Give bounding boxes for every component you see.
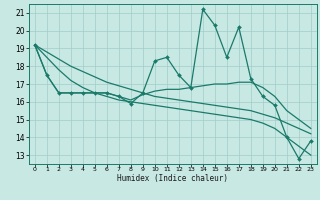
X-axis label: Humidex (Indice chaleur): Humidex (Indice chaleur) bbox=[117, 174, 228, 183]
